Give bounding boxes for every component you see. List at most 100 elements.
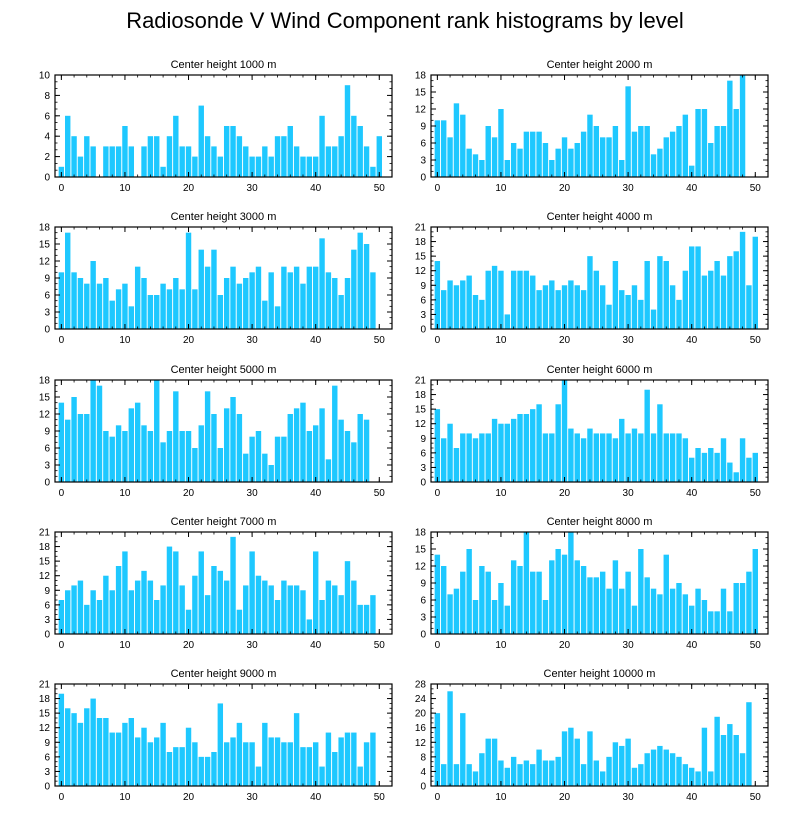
bar [344,278,351,329]
panel-title: Center height 3000 m [171,211,277,223]
bar [90,146,96,177]
bar [223,126,230,177]
bar [631,285,638,329]
bar [568,428,574,482]
bar [460,713,466,786]
bar [147,742,154,786]
bar [485,433,491,482]
bar [77,156,84,177]
bar [122,431,128,482]
y-tick-label: 0 [44,173,50,184]
y-tick-label: 18 [39,376,51,387]
x-tick-label: 10 [119,792,131,803]
bar [84,414,90,482]
bar [179,585,185,634]
bar [708,611,714,634]
y-tick-label: 3 [420,310,426,321]
bar [612,126,619,177]
bar [287,272,293,329]
bar [319,408,325,482]
bar [58,693,65,786]
bar [580,566,587,634]
bar [695,771,701,786]
bar [663,261,669,329]
bar [498,760,504,786]
bar [198,249,204,329]
panel-title: Center height 10000 m [544,668,656,680]
bar [134,266,141,329]
bar [77,414,84,482]
bar [714,716,720,786]
chart-panel-10: Center height 10000 m 0 4 8 12 16 20 24 28 0 10 20 3… [415,668,769,803]
bar [485,571,491,634]
bar [211,752,217,786]
bar [338,136,344,177]
bar [714,126,720,177]
bar [733,109,739,177]
bar [262,453,268,482]
bar [523,760,530,786]
y-tick-label: 24 [415,694,427,705]
bar [249,551,255,634]
y-tick-label: 6 [44,291,50,302]
bar [555,148,561,177]
bar [274,136,281,177]
bar [262,580,268,634]
bar [663,433,669,482]
bar [236,722,243,786]
bar [708,270,714,329]
bar [344,561,351,634]
y-tick-label: 8 [44,91,50,102]
bar [682,594,689,634]
bar [274,600,281,634]
bar [223,742,230,786]
x-tick-label: 40 [686,335,698,346]
bar [580,438,587,482]
bar [96,600,103,634]
bar [479,160,485,177]
x-tick-label: 30 [247,488,259,499]
bar [230,397,236,482]
y-tick-label: 6 [44,752,50,763]
bar [363,146,370,177]
bar [338,737,344,786]
y-tick-label: 3 [420,463,426,474]
bar [536,749,542,786]
y-tick-label: 12 [39,723,51,734]
bar [312,551,319,634]
bar [612,742,619,786]
panel-title: Center height 8000 m [547,516,653,528]
bar [460,433,466,482]
bar [727,611,733,634]
bar [293,146,300,177]
y-tick-label: 2 [44,152,50,163]
bar [306,266,313,329]
bar [338,419,344,482]
bar [300,402,306,482]
bar [555,549,561,634]
x-tick-label: 50 [750,183,762,194]
bar [115,289,122,329]
bar [230,737,236,786]
bar [325,146,332,177]
bar [504,314,511,329]
x-tick-label: 50 [374,183,386,194]
bar [479,753,485,786]
bar [90,590,96,634]
bar [606,756,612,786]
bar [682,764,689,786]
bar [676,583,682,634]
bar [491,418,498,482]
x-tick-label: 40 [686,488,698,499]
bar [344,732,351,786]
y-tick-label: 12 [39,410,51,421]
bar [319,238,325,329]
y-tick-label: 18 [39,694,51,705]
panel-title: Center height 6000 m [547,364,653,376]
bar [351,115,357,177]
bar [549,280,555,329]
y-tick-label: 21 [39,528,51,539]
x-tick-label: 30 [623,792,635,803]
bar [561,554,568,634]
bar [268,465,274,482]
